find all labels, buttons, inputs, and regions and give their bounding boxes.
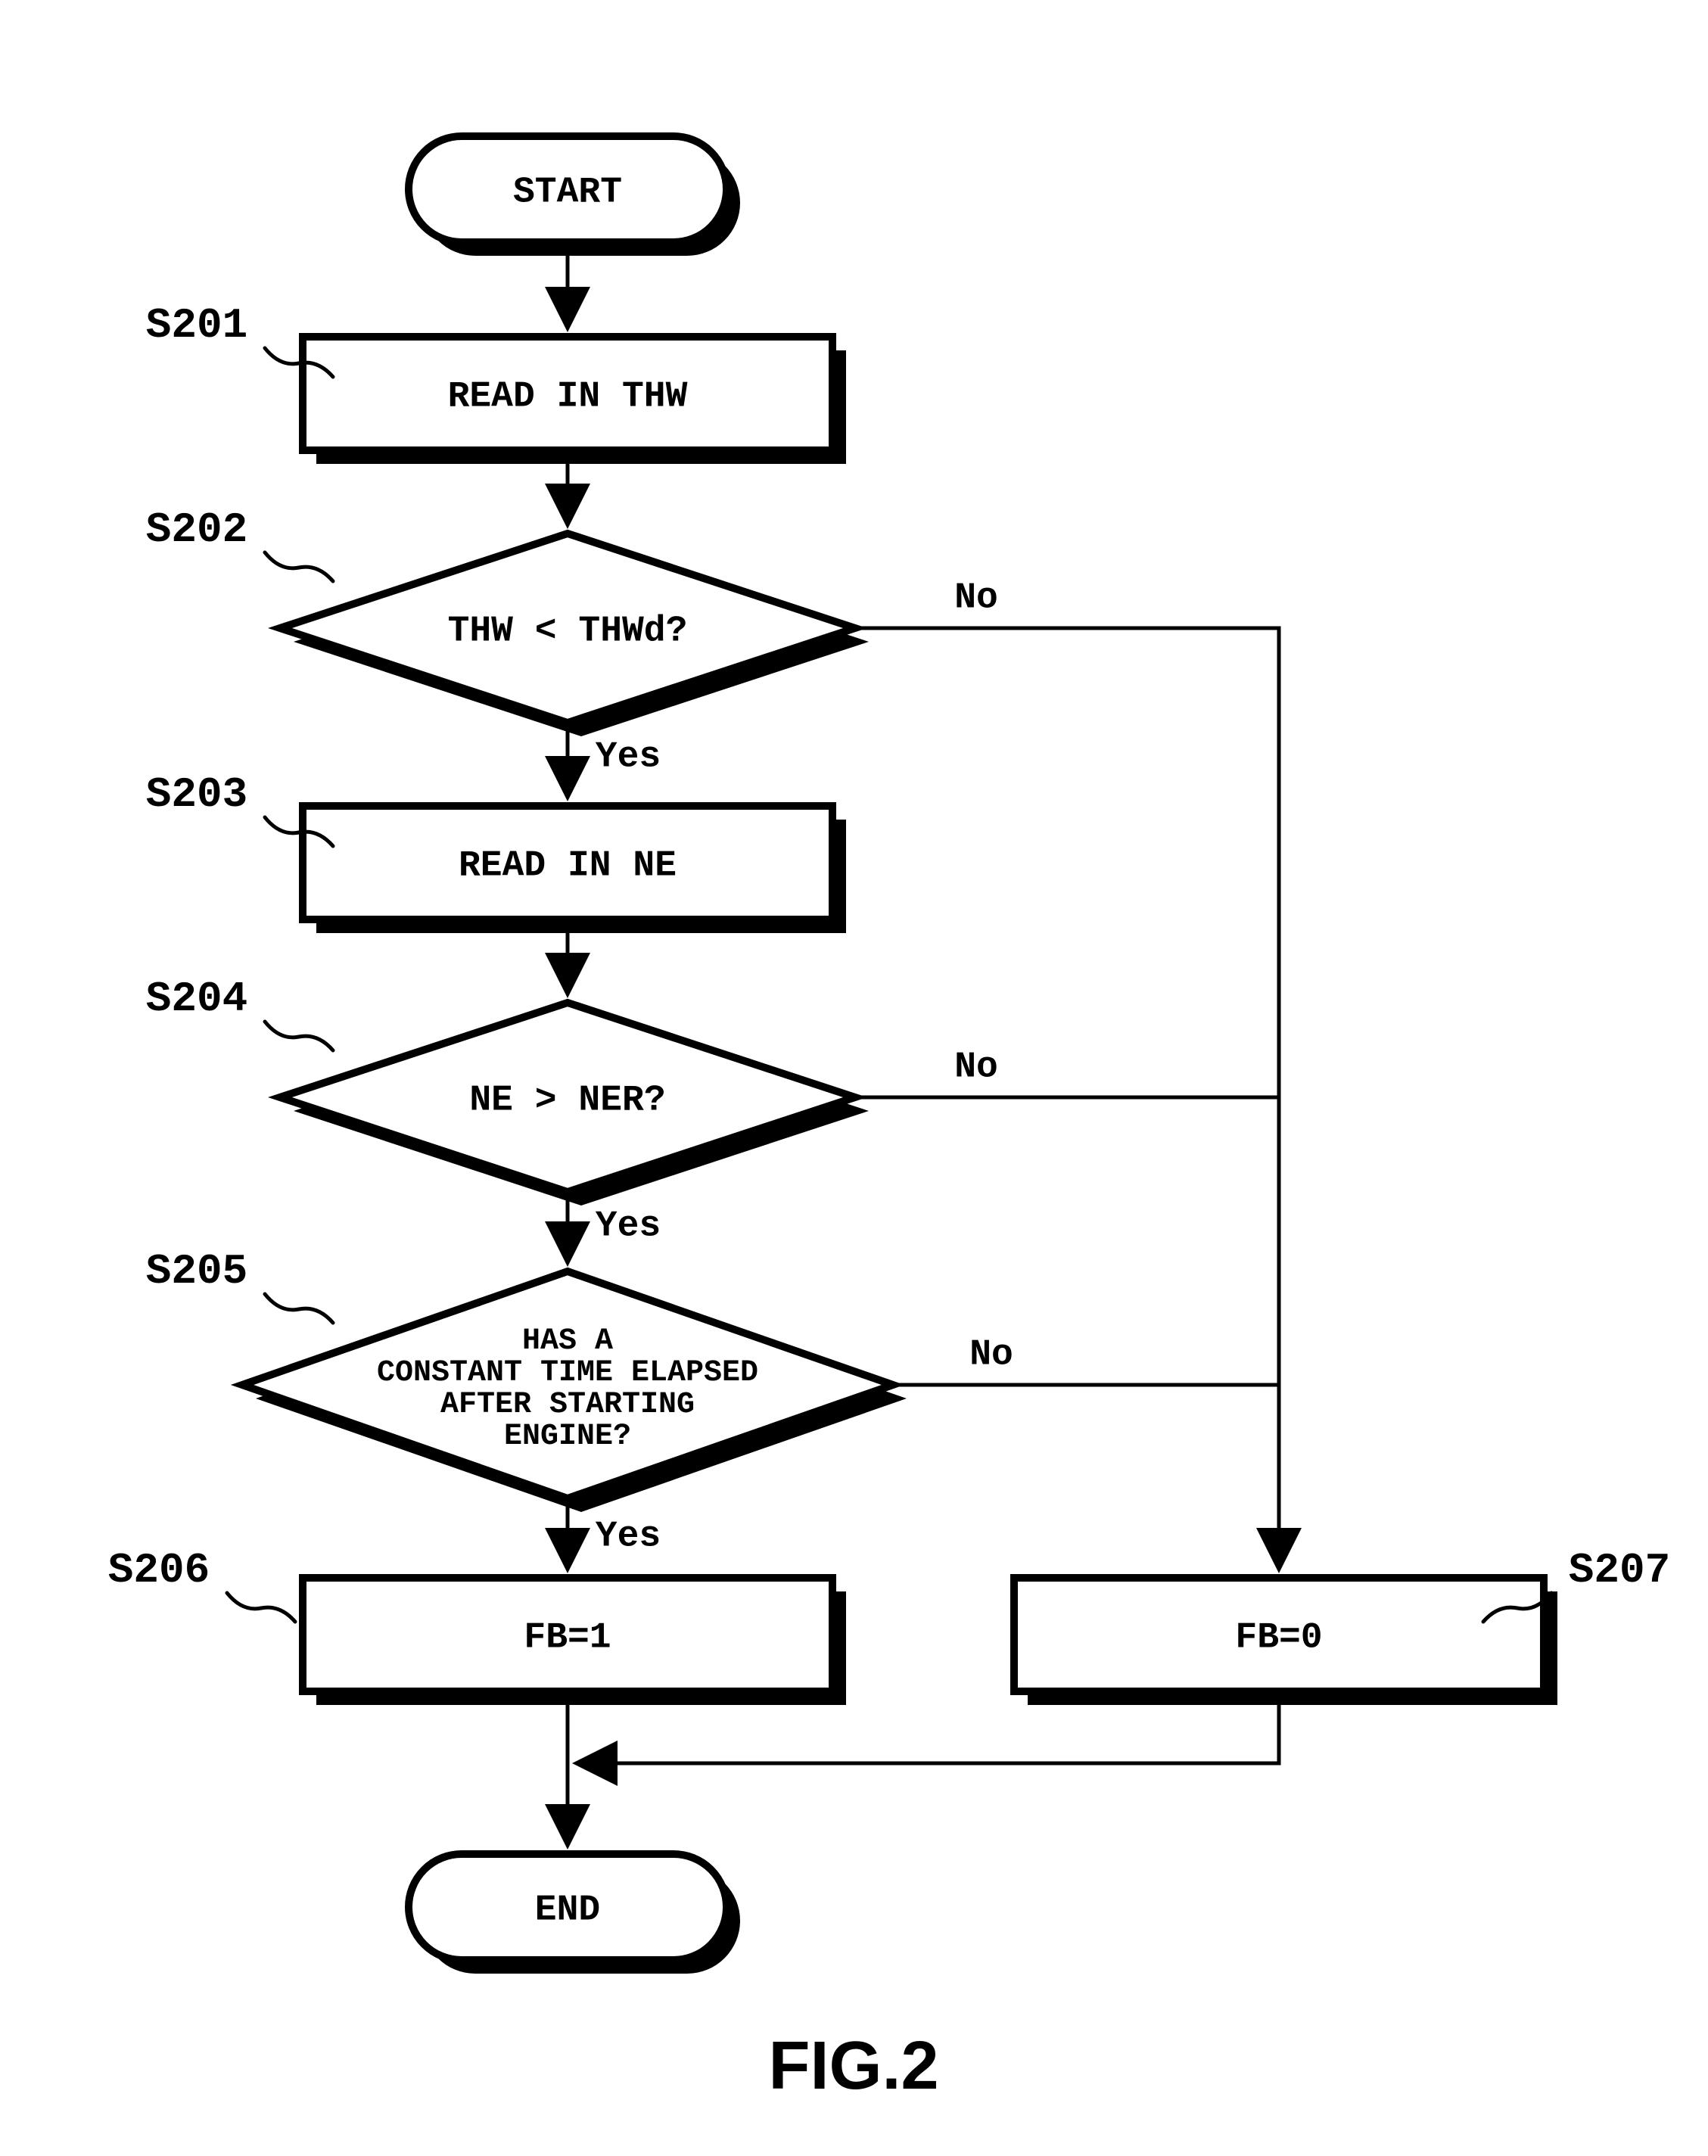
s201-step-label: S201 — [146, 301, 247, 350]
s207-label: FB=0 — [1235, 1618, 1322, 1659]
s205-callout — [265, 1294, 333, 1323]
edge-7-label: No — [954, 578, 998, 619]
s206-label: FB=1 — [524, 1618, 611, 1659]
s204-label: NE > NER? — [469, 1081, 665, 1122]
s207-step-label: S207 — [1569, 1546, 1670, 1594]
edge-8-label: No — [954, 1047, 998, 1088]
edge-9-label: No — [969, 1335, 1013, 1376]
start-label: START — [513, 173, 622, 213]
edge-2-label: Yes — [596, 737, 661, 778]
s201-label: READ IN THW — [448, 377, 688, 418]
s204-step-label: S204 — [146, 975, 247, 1023]
s204-callout — [265, 1022, 333, 1050]
end-label: END — [535, 1890, 600, 1931]
s202-callout — [265, 552, 333, 581]
s202-label: THW < THWd? — [448, 611, 688, 652]
s206-callout — [227, 1593, 295, 1622]
flowchart-canvas: Yes Yes Yes No No No START READ IN THW S201 THW <… — [0, 0, 1708, 2156]
s202-step-label: S202 — [146, 506, 247, 554]
s206-step-label: S206 — [108, 1546, 210, 1594]
s203-label: READ IN NE — [459, 846, 677, 887]
s203-step-label: S203 — [146, 770, 247, 819]
edge-5-label: Yes — [596, 1517, 661, 1557]
figure-title: FIG.2 — [768, 2028, 938, 2104]
edge-4-label: Yes — [596, 1206, 661, 1247]
s205-step-label: S205 — [146, 1247, 247, 1296]
